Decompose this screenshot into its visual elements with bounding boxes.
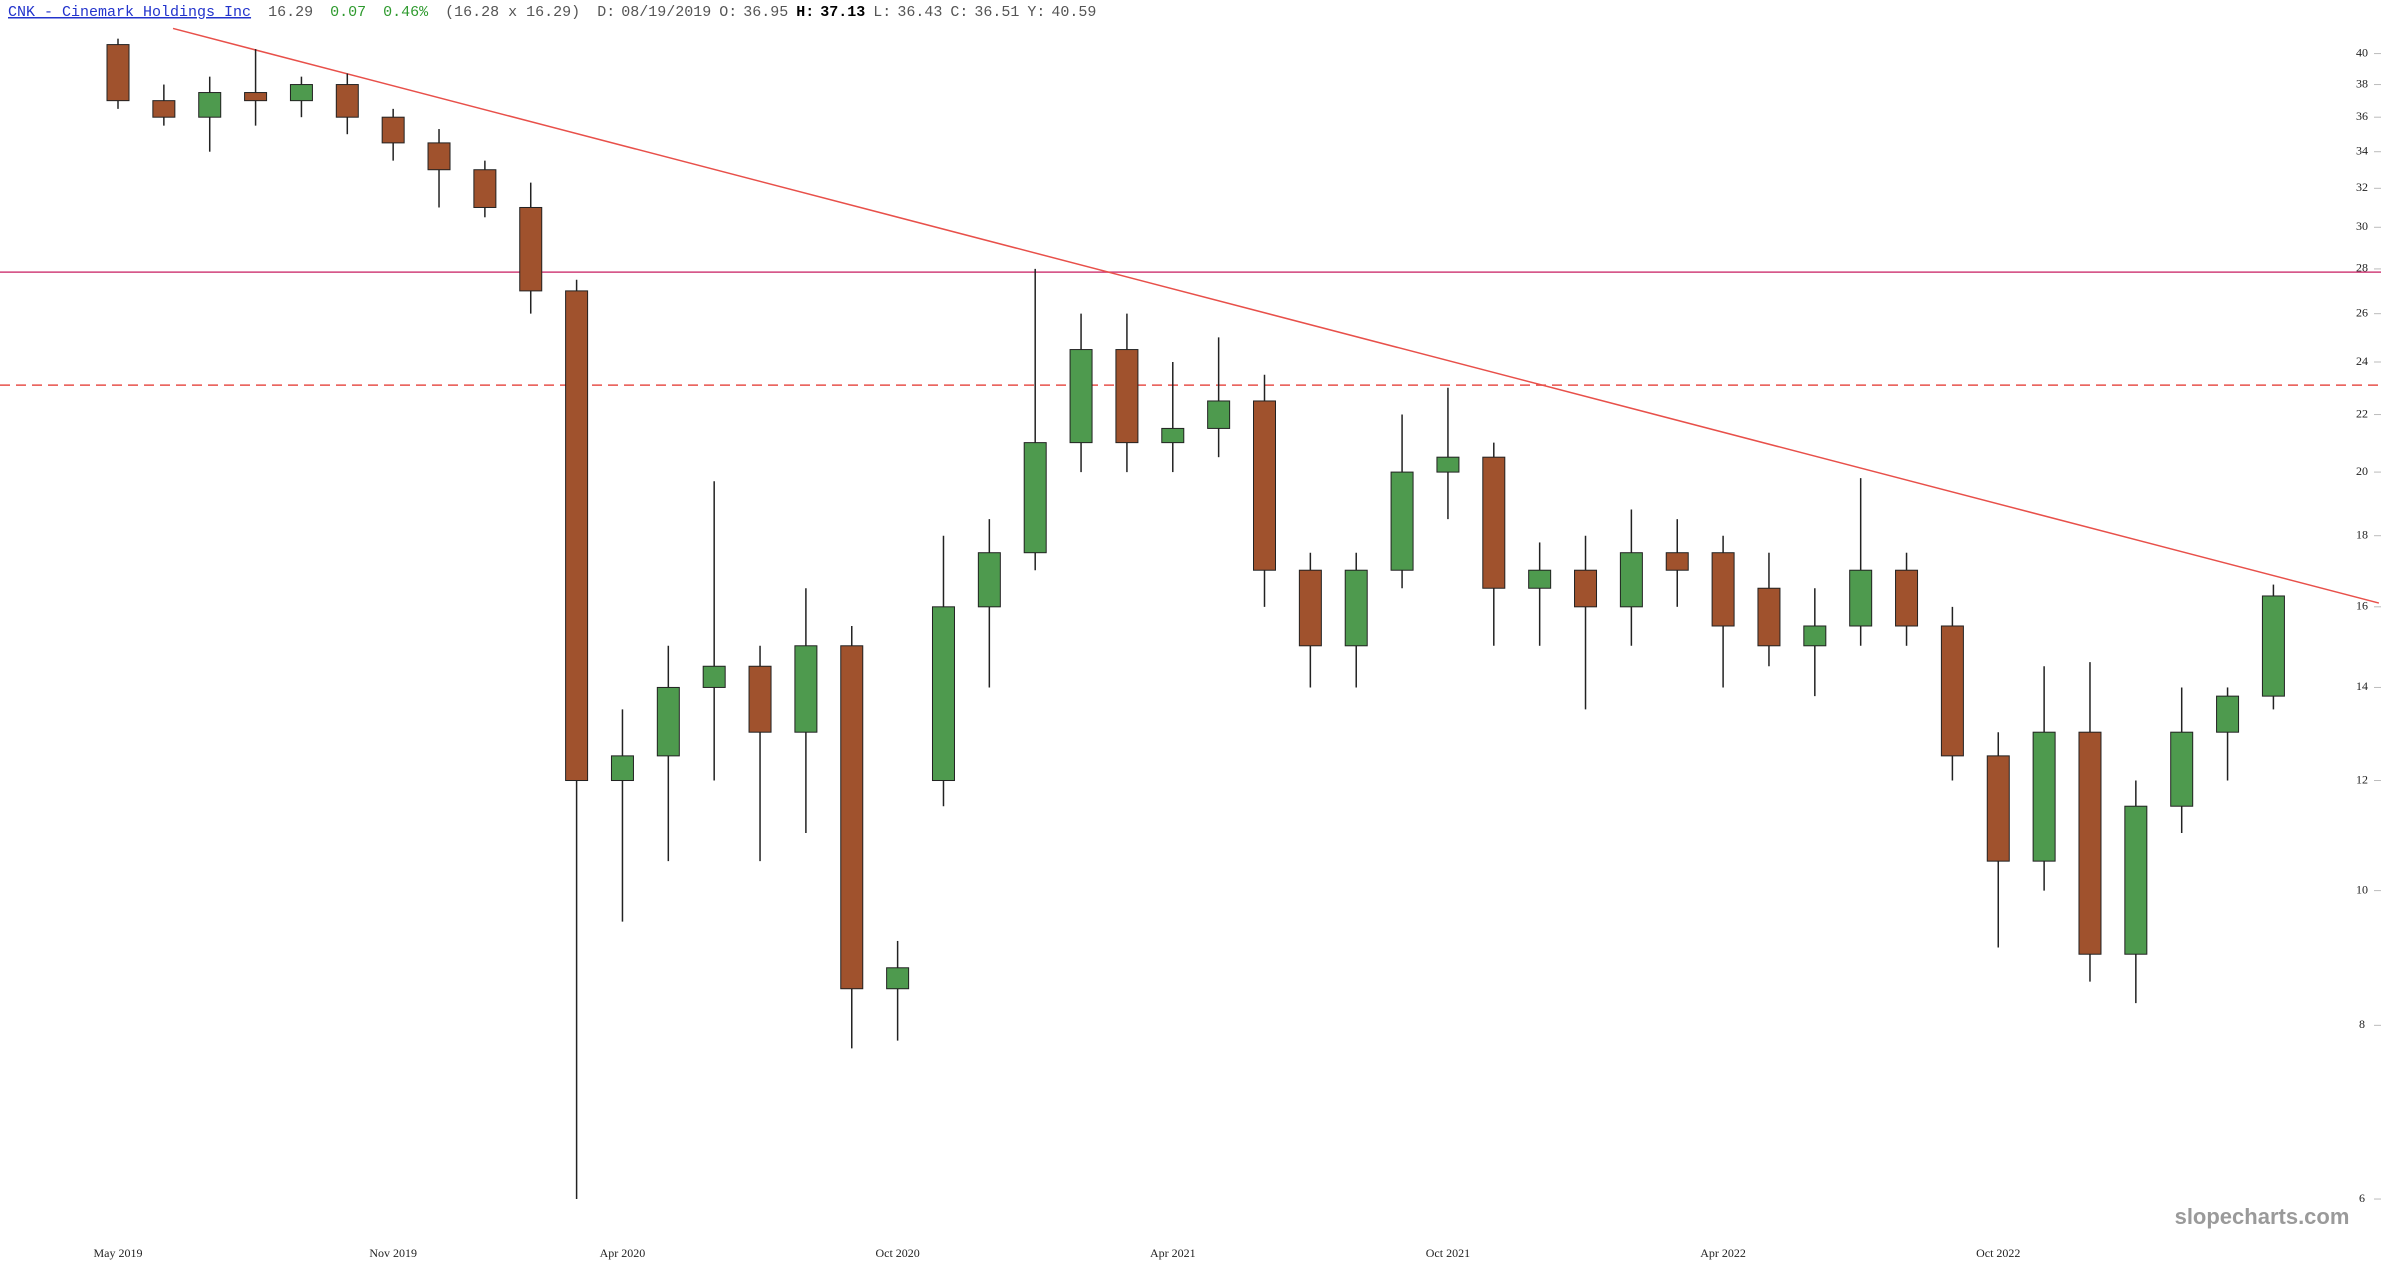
x-tick-label: Oct 2022 [1976,1246,2020,1260]
candle-body [381,116,405,144]
candle-body [702,665,726,688]
y-tick-label: 18 [2356,527,2368,541]
candle-body [2078,731,2102,955]
candle-body [335,84,359,118]
x-tick-label: Oct 2020 [875,1246,919,1260]
candle-body [1207,400,1231,429]
info-value: 40.59 [1051,4,1096,21]
y-tick-label: 8 [2359,1017,2365,1031]
x-tick-label: May 2019 [94,1246,143,1260]
watermark: slopecharts.com [2175,1204,2350,1229]
candle-body [1895,569,1919,627]
candle-body [931,606,955,782]
y-tick-label: 20 [2356,464,2368,478]
info-label: O: [719,4,737,21]
candle-body [1390,471,1414,571]
candle-body [2124,805,2148,955]
candle-body [2032,731,2056,862]
candle-body [1069,349,1093,444]
x-tick-label: Oct 2021 [1426,1246,1470,1260]
info-value: 36.51 [974,4,1019,21]
info-label: Y: [1027,4,1045,21]
candle-body [1574,569,1598,608]
info-label: H: [796,4,814,21]
info-value: 37.13 [820,4,865,21]
candle-body [152,100,176,118]
candle-body [2261,595,2285,697]
x-tick-label: Apr 2020 [600,1246,646,1260]
y-tick-label: 22 [2356,406,2368,420]
bid-ask: (16.28 x 16.29) [445,4,580,21]
trendline [172,27,2380,604]
header: CNK - Cinemark Holdings Inc 16.29 0.07 0… [8,4,1096,21]
y-tick-label: 38 [2356,76,2368,90]
y-tick-label: 6 [2359,1191,2365,1205]
candle-body [1711,552,1735,627]
info-value: 36.43 [897,4,942,21]
candle-body [473,169,497,208]
candle-body [1757,587,1781,647]
candle-body [1253,400,1276,571]
candle-body [1023,442,1047,554]
change: 0.07 [330,4,366,21]
candle-body [106,44,130,102]
y-tick-label: 12 [2356,772,2368,786]
y-tick-label: 40 [2356,45,2368,59]
y-tick-label: 14 [2356,679,2368,693]
x-tick-label: Apr 2022 [1700,1246,1746,1260]
y-tick-label: 36 [2356,109,2368,123]
y-tick-label: 26 [2356,305,2368,319]
info-label: L: [873,4,891,21]
info-label: D: [597,4,615,21]
candle-body [1161,427,1185,444]
y-tick-label: 10 [2356,882,2368,896]
x-tick-label: Apr 2021 [1150,1246,1196,1260]
candle-body [289,84,313,102]
candle-body [1619,552,1643,608]
candle-body [198,92,222,118]
candle-body [748,665,772,733]
candle-body [2170,731,2194,807]
y-tick-label: 30 [2356,219,2368,233]
candle-body [1115,349,1139,444]
candle-body [1849,569,1873,627]
candle-body [1986,755,2010,862]
candle-body [1803,625,1827,647]
candle-body [794,645,818,733]
info-value: 36.95 [743,4,788,21]
candle-body [610,755,634,782]
y-tick-label: 32 [2356,180,2368,194]
y-tick-label: 34 [2356,143,2368,157]
candle-body [840,645,864,990]
candle-body [886,967,910,990]
info-label: C: [950,4,968,21]
y-tick-label: 28 [2356,261,2368,275]
candle-body [656,686,680,757]
candle-body [1528,569,1552,589]
last-price: 16.29 [268,4,313,21]
candle-body [1436,456,1460,473]
y-tick-label: 16 [2356,599,2368,613]
candle-body [1482,456,1506,589]
candle-body [977,552,1001,608]
y-tick-label: 24 [2356,354,2368,368]
info-value: 08/19/2019 [621,4,711,21]
change-pct: 0.46% [383,4,429,21]
candle-body [427,142,451,171]
candle-body [1344,569,1368,647]
candle-body [2216,695,2240,733]
candle-body [1940,625,1964,757]
candle-body [565,290,589,782]
candle-body [1665,552,1689,571]
ticker-link[interactable]: CNK - Cinemark Holdings Inc [8,4,251,21]
candle-body [244,92,268,102]
x-tick-label: Nov 2019 [369,1246,417,1260]
candle-body [519,206,543,292]
candle-body [1298,569,1322,647]
